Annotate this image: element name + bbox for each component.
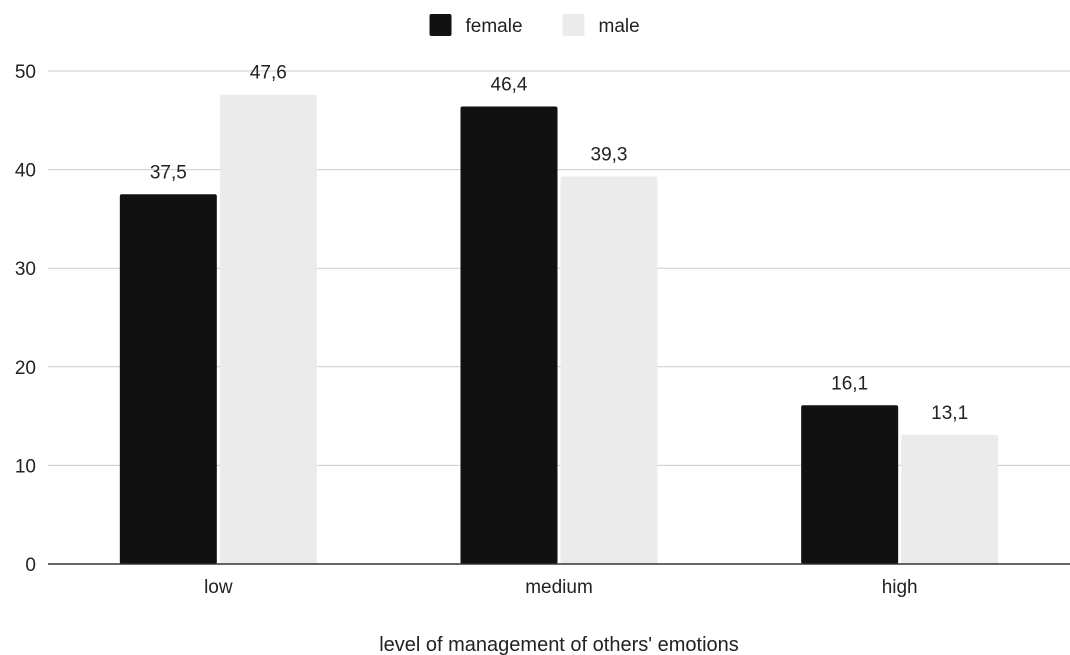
bar-female-medium	[460, 106, 558, 564]
data-label-female-medium: 46,4	[491, 74, 528, 95]
y-axis-tick-labels: 0 10 20 30 40 50	[15, 62, 36, 576]
bar-female-low	[119, 194, 217, 564]
y-tick-label: 30	[15, 259, 36, 280]
y-tick-label: 50	[15, 62, 36, 83]
bar-male-medium	[560, 176, 658, 564]
data-label-female-high: 16,1	[831, 373, 868, 394]
x-axis-tick-labels: low medium high	[204, 577, 918, 598]
data-label-male-medium: 39,3	[591, 145, 628, 166]
y-tick-label: 0	[25, 555, 36, 576]
x-axis-title: level of management of others' emotions	[379, 634, 739, 655]
y-tick-label: 10	[15, 456, 36, 477]
gridlines	[48, 70, 1070, 466]
data-labels: 37,5 47,6 46,4 39,3 16,1 13,1	[150, 63, 968, 424]
data-label-male-high: 13,1	[931, 403, 968, 424]
x-tick-label-low: low	[204, 577, 233, 598]
legend-swatch-male	[562, 14, 585, 36]
data-label-male-low: 47,6	[250, 63, 287, 84]
legend-label-male: male	[599, 16, 640, 37]
legend: female male	[429, 14, 640, 37]
legend-label-female: female	[466, 16, 523, 37]
x-tick-label-high: high	[882, 577, 918, 598]
bars	[119, 94, 999, 564]
y-tick-label: 20	[15, 358, 36, 379]
data-label-female-low: 37,5	[150, 162, 187, 183]
bar-male-high	[901, 434, 999, 564]
bar-male-low	[219, 94, 317, 564]
bar-female-high	[801, 405, 899, 564]
x-tick-label-medium: medium	[525, 577, 593, 598]
legend-swatch-female	[429, 14, 452, 36]
y-tick-label: 40	[15, 161, 36, 182]
